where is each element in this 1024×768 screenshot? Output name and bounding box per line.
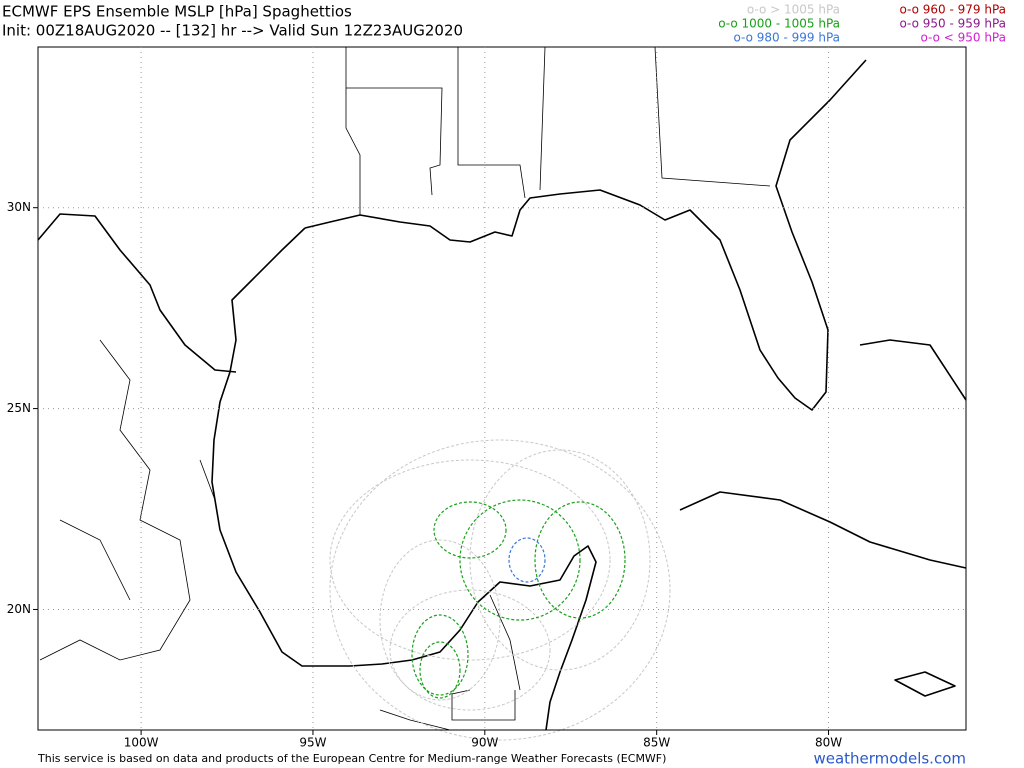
lon-tick-label: 95W xyxy=(299,736,326,750)
lon-tick-label: 85W xyxy=(643,736,670,750)
site-link[interactable]: weathermodels.com xyxy=(813,750,966,768)
legend-entry: o-o < 950 hPa xyxy=(920,31,1006,45)
map-land xyxy=(37,46,967,731)
lat-tick-label: 30N xyxy=(7,200,31,214)
map-frame xyxy=(37,46,967,731)
legend-entry: o-o 980 - 999 hPa xyxy=(733,31,840,45)
init-line: Init: 00Z18AUG2020 -- [132] hr --> Valid… xyxy=(2,22,463,40)
legend-entry: o-o 950 - 959 hPa xyxy=(899,17,1006,31)
lat-tick-label: 25N xyxy=(7,401,31,415)
lon-tick-label: 100W xyxy=(124,736,159,750)
title: ECMWF EPS Ensemble MSLP [hPa] Spaghettio… xyxy=(2,3,352,21)
legend-entry: o-o > 1005 hPa xyxy=(747,3,840,17)
lat-tick-label: 20N xyxy=(7,602,31,616)
lon-tick-label: 80W xyxy=(815,736,842,750)
legend-entry: o-o 960 - 979 hPa xyxy=(899,3,1006,17)
lon-tick-label: 90W xyxy=(471,736,498,750)
footer-note: This service is based on data and produc… xyxy=(37,752,666,765)
pressure-contours xyxy=(329,439,671,741)
legend-entry: o-o 1000 - 1005 hPa xyxy=(718,17,840,31)
